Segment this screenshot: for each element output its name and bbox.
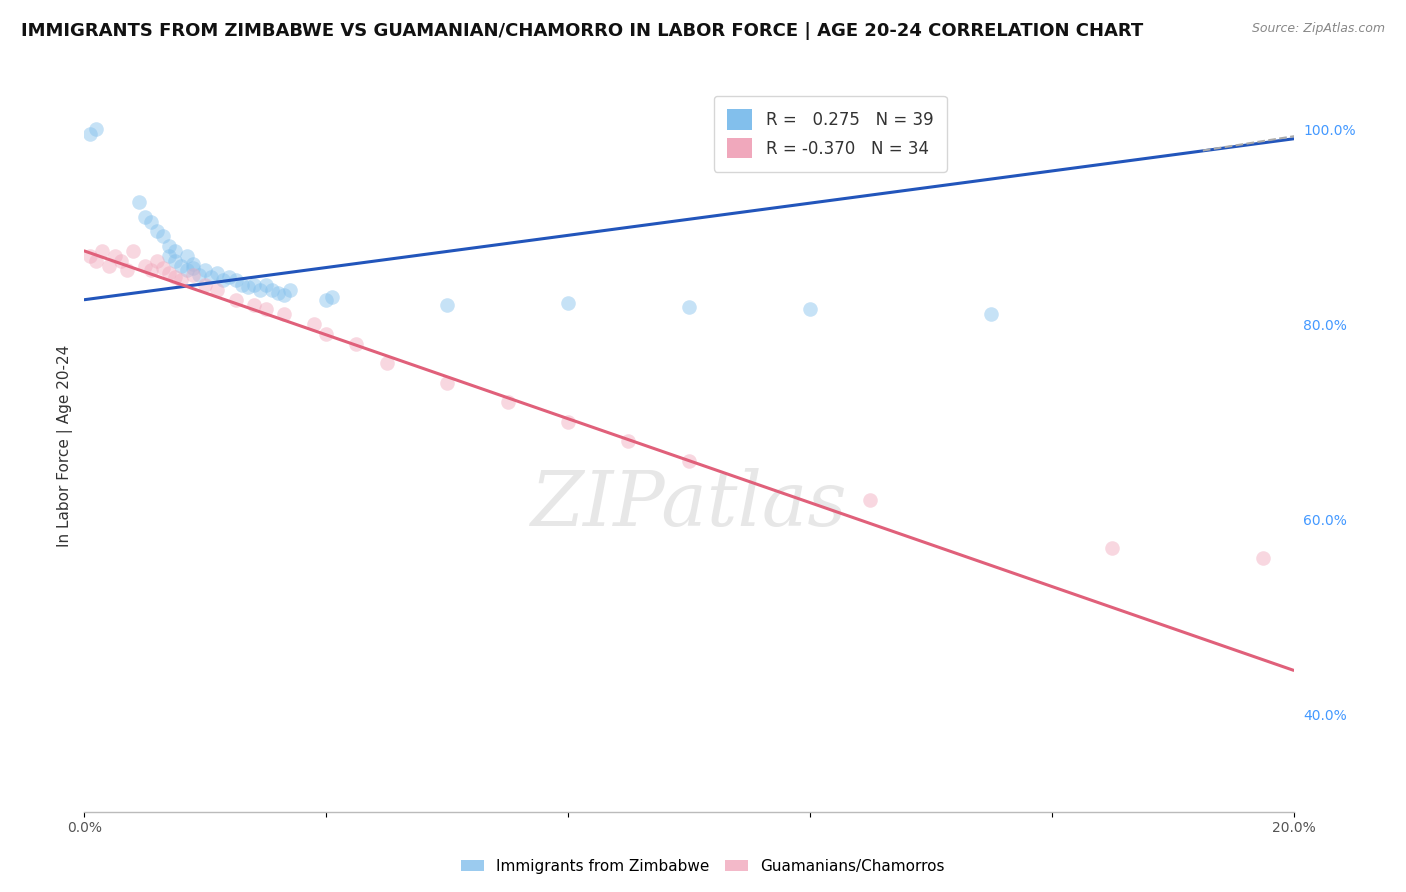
Point bbox=[79, 127, 101, 141]
Point bbox=[134, 210, 156, 224]
Point bbox=[678, 300, 700, 314]
Point bbox=[170, 273, 193, 287]
Legend: Immigrants from Zimbabwe, Guamanians/Chamorros: Immigrants from Zimbabwe, Guamanians/Cha… bbox=[456, 853, 950, 880]
Point bbox=[194, 263, 217, 277]
Point bbox=[436, 297, 458, 311]
Point bbox=[267, 285, 290, 300]
Point bbox=[115, 263, 138, 277]
Point bbox=[104, 249, 127, 263]
Point bbox=[557, 295, 579, 310]
Point bbox=[242, 297, 264, 311]
Point bbox=[212, 273, 235, 287]
Point bbox=[302, 317, 325, 331]
Point bbox=[128, 195, 150, 210]
Point bbox=[157, 266, 180, 280]
Point bbox=[273, 288, 295, 302]
Point bbox=[617, 434, 640, 449]
Point bbox=[1101, 541, 1123, 556]
Point bbox=[139, 263, 162, 277]
Point bbox=[980, 307, 1002, 321]
Point bbox=[181, 257, 204, 271]
Text: IMMIGRANTS FROM ZIMBABWE VS GUAMANIAN/CHAMORRO IN LABOR FORCE | AGE 20-24 CORREL: IMMIGRANTS FROM ZIMBABWE VS GUAMANIAN/CH… bbox=[21, 22, 1143, 40]
Point bbox=[321, 290, 343, 304]
Point bbox=[86, 253, 108, 268]
Point bbox=[207, 283, 229, 297]
Point bbox=[121, 244, 143, 258]
Point bbox=[254, 302, 277, 317]
Point bbox=[557, 415, 579, 429]
Point bbox=[86, 122, 108, 136]
Point bbox=[242, 278, 264, 293]
Point bbox=[170, 259, 193, 273]
Point bbox=[260, 283, 283, 297]
Point bbox=[273, 307, 295, 321]
Point bbox=[315, 293, 337, 307]
Point bbox=[859, 492, 882, 507]
Point bbox=[181, 260, 204, 275]
Point bbox=[218, 270, 240, 285]
Point bbox=[254, 278, 277, 293]
Point bbox=[678, 453, 700, 467]
Point bbox=[207, 266, 229, 280]
Point bbox=[200, 270, 222, 285]
Point bbox=[496, 395, 519, 409]
Point bbox=[134, 259, 156, 273]
Point bbox=[188, 268, 211, 283]
Point bbox=[91, 244, 114, 258]
Point bbox=[194, 278, 217, 293]
Point bbox=[375, 356, 398, 370]
Point bbox=[249, 283, 271, 297]
Point bbox=[1253, 551, 1275, 566]
Text: Source: ZipAtlas.com: Source: ZipAtlas.com bbox=[1251, 22, 1385, 36]
Point bbox=[236, 280, 259, 294]
Point bbox=[146, 253, 169, 268]
Point bbox=[799, 302, 821, 317]
Point bbox=[176, 249, 198, 263]
Legend: R =   0.275   N = 39, R = -0.370   N = 34: R = 0.275 N = 39, R = -0.370 N = 34 bbox=[714, 96, 946, 171]
Point bbox=[231, 278, 253, 293]
Point bbox=[146, 224, 169, 238]
Point bbox=[165, 270, 187, 285]
Point bbox=[79, 249, 101, 263]
Point bbox=[315, 326, 337, 341]
Point bbox=[225, 273, 247, 287]
Point bbox=[346, 336, 368, 351]
Point bbox=[97, 259, 120, 273]
Point bbox=[436, 376, 458, 390]
Point bbox=[152, 260, 174, 275]
Point bbox=[165, 253, 187, 268]
Point bbox=[110, 253, 132, 268]
Y-axis label: In Labor Force | Age 20-24: In Labor Force | Age 20-24 bbox=[58, 345, 73, 547]
Point bbox=[176, 263, 198, 277]
Point bbox=[152, 229, 174, 244]
Point bbox=[225, 293, 247, 307]
Point bbox=[157, 239, 180, 253]
Point bbox=[139, 215, 162, 229]
Point bbox=[181, 268, 204, 283]
Point bbox=[165, 244, 187, 258]
Point bbox=[157, 249, 180, 263]
Point bbox=[278, 283, 301, 297]
Text: ZIPatlas: ZIPatlas bbox=[530, 467, 848, 541]
